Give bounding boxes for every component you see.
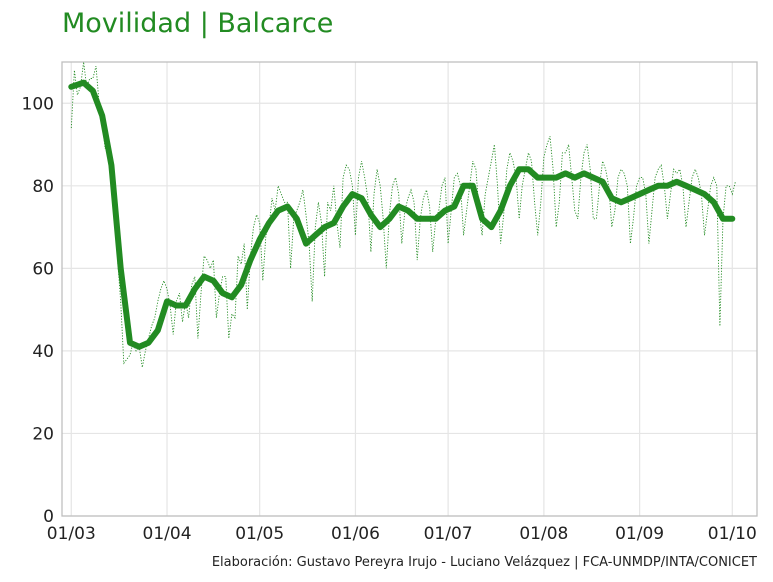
series-lines [68, 62, 736, 368]
x-axis-ticks: 01/03 01/04 01/05 01/06 01/07 01/08 01/09 01/10 [47, 524, 757, 544]
daily-mobility-line [70, 62, 736, 368]
x-tick-label: 01/04 [143, 524, 192, 544]
grid-lines [62, 62, 757, 517]
plot-frame [61, 61, 758, 517]
x-tick-label: 01/07 [424, 524, 473, 544]
x-tick-label: 01/06 [331, 524, 380, 544]
smoothed-mobility-line [68, 79, 736, 350]
y-tick-label: 60 [32, 259, 54, 279]
y-axis-ticks: 0 20 40 60 80 100 [22, 94, 54, 527]
x-tick-label: 01/05 [235, 524, 284, 544]
x-tick-label: 01/08 [519, 524, 568, 544]
y-tick-label: 20 [32, 424, 54, 444]
y-tick-label: 0 [43, 507, 54, 527]
x-tick-label: 01/09 [615, 524, 664, 544]
y-tick-label: 80 [32, 177, 54, 197]
y-tick-label: 100 [22, 94, 54, 114]
x-tick-label: 01/10 [708, 524, 757, 544]
x-tick-label: 01/03 [47, 524, 96, 544]
chart-title: Movilidad | Balcarce [62, 8, 334, 39]
axes-box [61, 61, 758, 517]
y-tick-label: 40 [32, 342, 54, 362]
chart-caption: Elaboración: Gustavo Pereyra Irujo - Luc… [211, 555, 757, 570]
